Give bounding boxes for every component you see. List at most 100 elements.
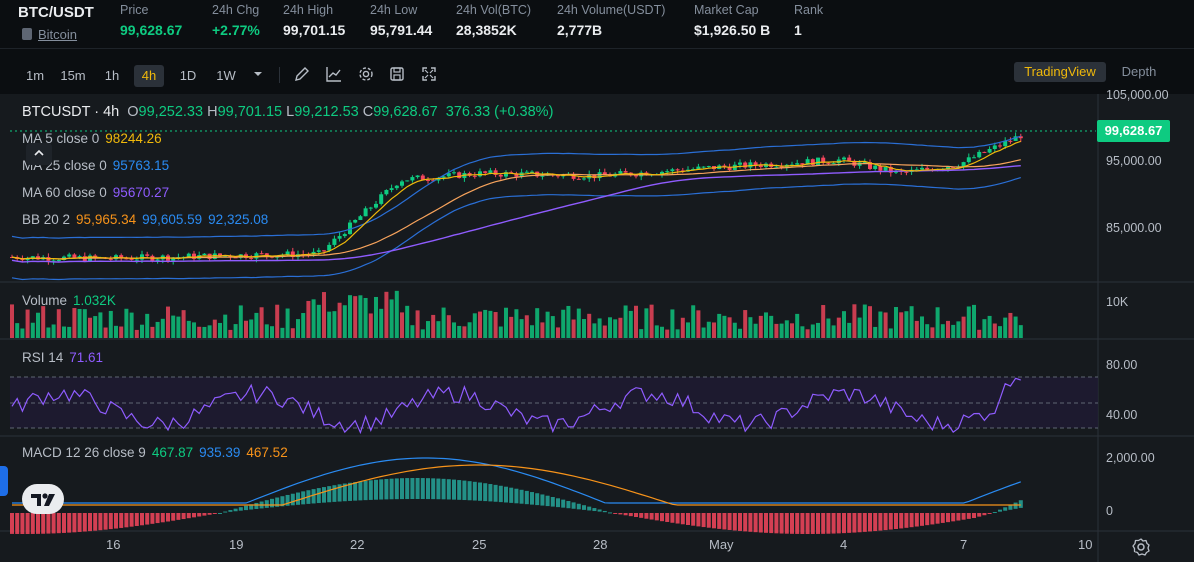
macd-histogram-bar	[634, 513, 638, 518]
volume-bar	[966, 306, 971, 338]
volume-bar	[758, 315, 763, 338]
chevron-down-icon[interactable]	[249, 65, 267, 83]
rsi-tick-40: 40.00	[1106, 408, 1138, 422]
high-value: 99,701.15	[283, 22, 346, 38]
macd-histogram-bar	[758, 513, 763, 533]
candle-body	[431, 180, 436, 182]
volume-bar	[452, 322, 456, 338]
volume-bar	[701, 327, 706, 338]
candle-body	[696, 166, 701, 170]
macd-histogram-bar	[342, 483, 347, 502]
macd-histogram-bar	[290, 493, 295, 506]
chart-canvas[interactable]	[0, 94, 1194, 562]
candle-body	[249, 257, 254, 259]
candle-body	[847, 157, 852, 161]
rsi-value: 71.61	[69, 350, 104, 365]
macd-tick-0: 0	[1106, 504, 1113, 518]
tf-15m[interactable]: 15m	[60, 68, 86, 83]
view-depth-button[interactable]: Depth	[1121, 64, 1157, 79]
bb-mid-value: 95,965.34	[76, 212, 137, 227]
volume-bar	[530, 325, 534, 338]
candle-body	[337, 236, 342, 239]
chart-settings-gear-icon[interactable]	[1131, 537, 1151, 557]
macd-histogram-bar	[888, 513, 893, 530]
tf-1d[interactable]: 1D	[179, 68, 197, 83]
volume-bar	[363, 297, 368, 338]
candle-body	[322, 250, 326, 252]
draw-pen-icon[interactable]	[293, 65, 311, 83]
volume-bar	[140, 324, 144, 338]
volume-bar	[197, 326, 202, 338]
volume-bar	[743, 310, 748, 338]
candle-body	[914, 169, 919, 171]
change-value-chart: 376.33 (+0.38%)	[445, 104, 554, 120]
volume-bar	[280, 327, 285, 338]
ma5-line	[11, 140, 1021, 260]
tf-1w[interactable]: 1W	[216, 68, 236, 83]
tf-4h[interactable]: 4h	[134, 65, 164, 87]
macd-histogram-bar	[56, 513, 61, 534]
macd-histogram-bar	[660, 513, 664, 522]
save-icon[interactable]	[388, 65, 406, 83]
candle-body	[842, 157, 846, 160]
volume-bar	[51, 324, 56, 338]
volume-bar	[56, 309, 61, 338]
macd-histogram-bar	[764, 513, 768, 533]
volume-bar	[774, 323, 779, 338]
fullscreen-icon[interactable]	[420, 65, 438, 83]
volume-bar	[675, 329, 680, 338]
volume-bar	[550, 316, 555, 338]
volume-bar	[946, 320, 950, 338]
volume-bar	[706, 321, 711, 338]
chevron-up-icon	[34, 149, 44, 156]
candle-body	[186, 253, 191, 257]
macd-histogram-bar	[119, 513, 124, 528]
candle-body	[129, 258, 134, 260]
macd-histogram-bar	[493, 484, 498, 502]
collapse-legend-button[interactable]	[26, 143, 52, 165]
macd-histogram-bar	[883, 513, 888, 531]
candle-body	[405, 180, 410, 182]
macd-histogram-bar	[134, 513, 139, 526]
macd-histogram-bar	[98, 513, 103, 531]
volume-bar	[680, 317, 685, 338]
volume-bar	[722, 315, 727, 338]
candle-body	[556, 175, 560, 177]
macd-histogram-bar	[992, 512, 997, 514]
candle-body	[982, 151, 987, 153]
tf-1m[interactable]: 1m	[25, 68, 45, 83]
pair-name[interactable]: BTC/USDT	[18, 4, 94, 21]
ma60-line	[11, 165, 1021, 263]
candle-body	[254, 253, 259, 259]
gear-icon[interactable]	[357, 65, 375, 83]
macd-histogram-bar	[556, 498, 560, 508]
ma5-value: 98244.26	[105, 131, 162, 146]
volume-bar	[275, 304, 280, 338]
indicator-line-icon[interactable]	[325, 65, 343, 83]
candle-body	[363, 208, 368, 217]
macd-histogram-bar	[920, 513, 924, 526]
volume-bar	[727, 317, 732, 338]
volume-bar	[608, 317, 612, 338]
volume-bar	[972, 304, 976, 338]
volume-bar	[493, 312, 498, 338]
macd-histogram-bar	[10, 513, 14, 534]
left-panel-handle[interactable]	[0, 466, 8, 496]
candle-body	[379, 194, 384, 204]
view-tradingview-button[interactable]: TradingView	[1014, 62, 1106, 82]
macd-histogram-bar	[831, 513, 836, 534]
volume-bar	[478, 311, 482, 338]
candle-body	[342, 234, 347, 237]
volume-bar	[686, 322, 690, 338]
tf-1h[interactable]: 1h	[104, 68, 120, 83]
macd-histogram-bar	[509, 487, 514, 503]
volume-bar	[93, 316, 98, 338]
price-tick-105k: 105,000.00	[1106, 88, 1169, 102]
candle-body	[332, 238, 337, 245]
low-value-chart: 99,212.53	[294, 104, 359, 120]
macd-histogram-bar	[36, 513, 40, 534]
macd-histogram-bar	[405, 478, 410, 500]
volume-bar	[223, 314, 228, 338]
chart-area[interactable]: BTCUSDT · 4h O99,252.33 H99,701.15 L99,2…	[0, 88, 1194, 562]
coin-link[interactable]: Bitcoin	[22, 26, 77, 44]
